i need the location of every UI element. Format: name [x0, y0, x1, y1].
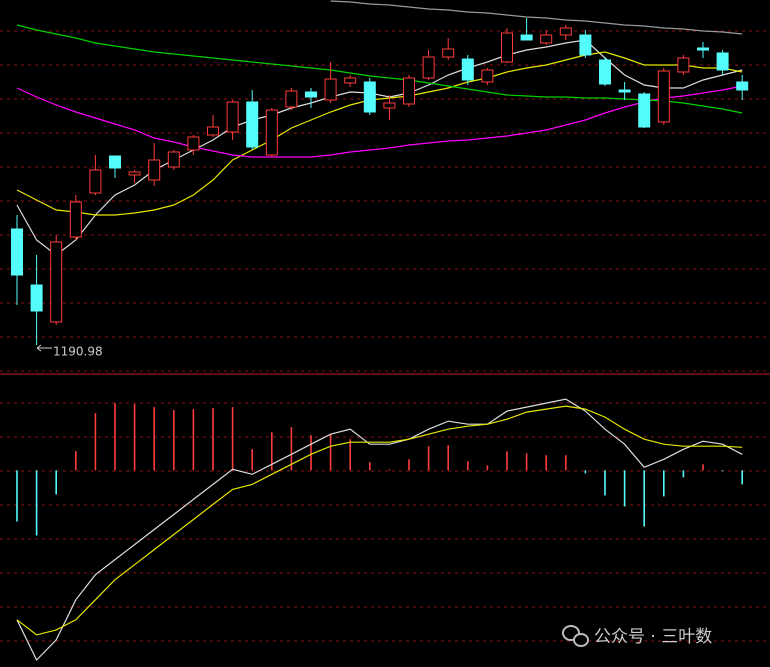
candle-body — [618, 89, 631, 93]
line-series — [16, 405, 743, 636]
candle-body — [226, 101, 239, 133]
candle-body — [442, 48, 455, 58]
candle-body — [69, 201, 82, 238]
line-series — [16, 85, 743, 158]
candle-body — [324, 78, 337, 101]
candle-body — [657, 70, 670, 123]
candle-body — [403, 77, 415, 105]
watermark: 公众号 · 三叶数 — [594, 627, 712, 647]
candle-body — [128, 171, 141, 176]
candle-body — [461, 58, 474, 81]
candle-body — [677, 57, 690, 73]
grid — [0, 30, 770, 642]
candle-body — [559, 27, 572, 36]
candle-body — [344, 77, 357, 84]
candle-body — [638, 93, 651, 128]
candle-body — [481, 69, 494, 83]
candle-body — [89, 169, 102, 194]
candle-body — [599, 59, 611, 85]
candle-body — [520, 34, 533, 41]
candle-body — [285, 90, 298, 108]
candle-body — [187, 136, 200, 151]
line-series — [16, 51, 743, 216]
candle-body — [579, 34, 592, 56]
candle-body — [736, 81, 749, 91]
candle-body — [109, 155, 121, 169]
annotation-arrow — [36, 344, 52, 352]
line-series — [16, 24, 743, 114]
plot — [11, 0, 749, 662]
line-series — [16, 39, 743, 256]
candle-body — [697, 47, 709, 51]
candle-body — [716, 52, 729, 71]
candle-body — [50, 241, 63, 323]
line-series — [330, 0, 743, 35]
candle-body — [383, 102, 396, 109]
candle-body — [207, 126, 219, 136]
candle-body — [167, 151, 180, 168]
candle-body — [422, 56, 435, 79]
low-annotation: 1190.98 — [53, 345, 103, 359]
candle-body — [30, 284, 43, 312]
watermark-icon — [562, 625, 589, 647]
candle-body — [246, 101, 259, 148]
candle-body — [501, 32, 513, 63]
line-series — [16, 398, 743, 662]
candle-body — [148, 159, 161, 181]
candle-body — [265, 109, 278, 156]
candle-body — [11, 228, 23, 276]
candle-body — [305, 91, 317, 98]
candle-body — [363, 81, 376, 113]
candle-body — [540, 34, 553, 44]
